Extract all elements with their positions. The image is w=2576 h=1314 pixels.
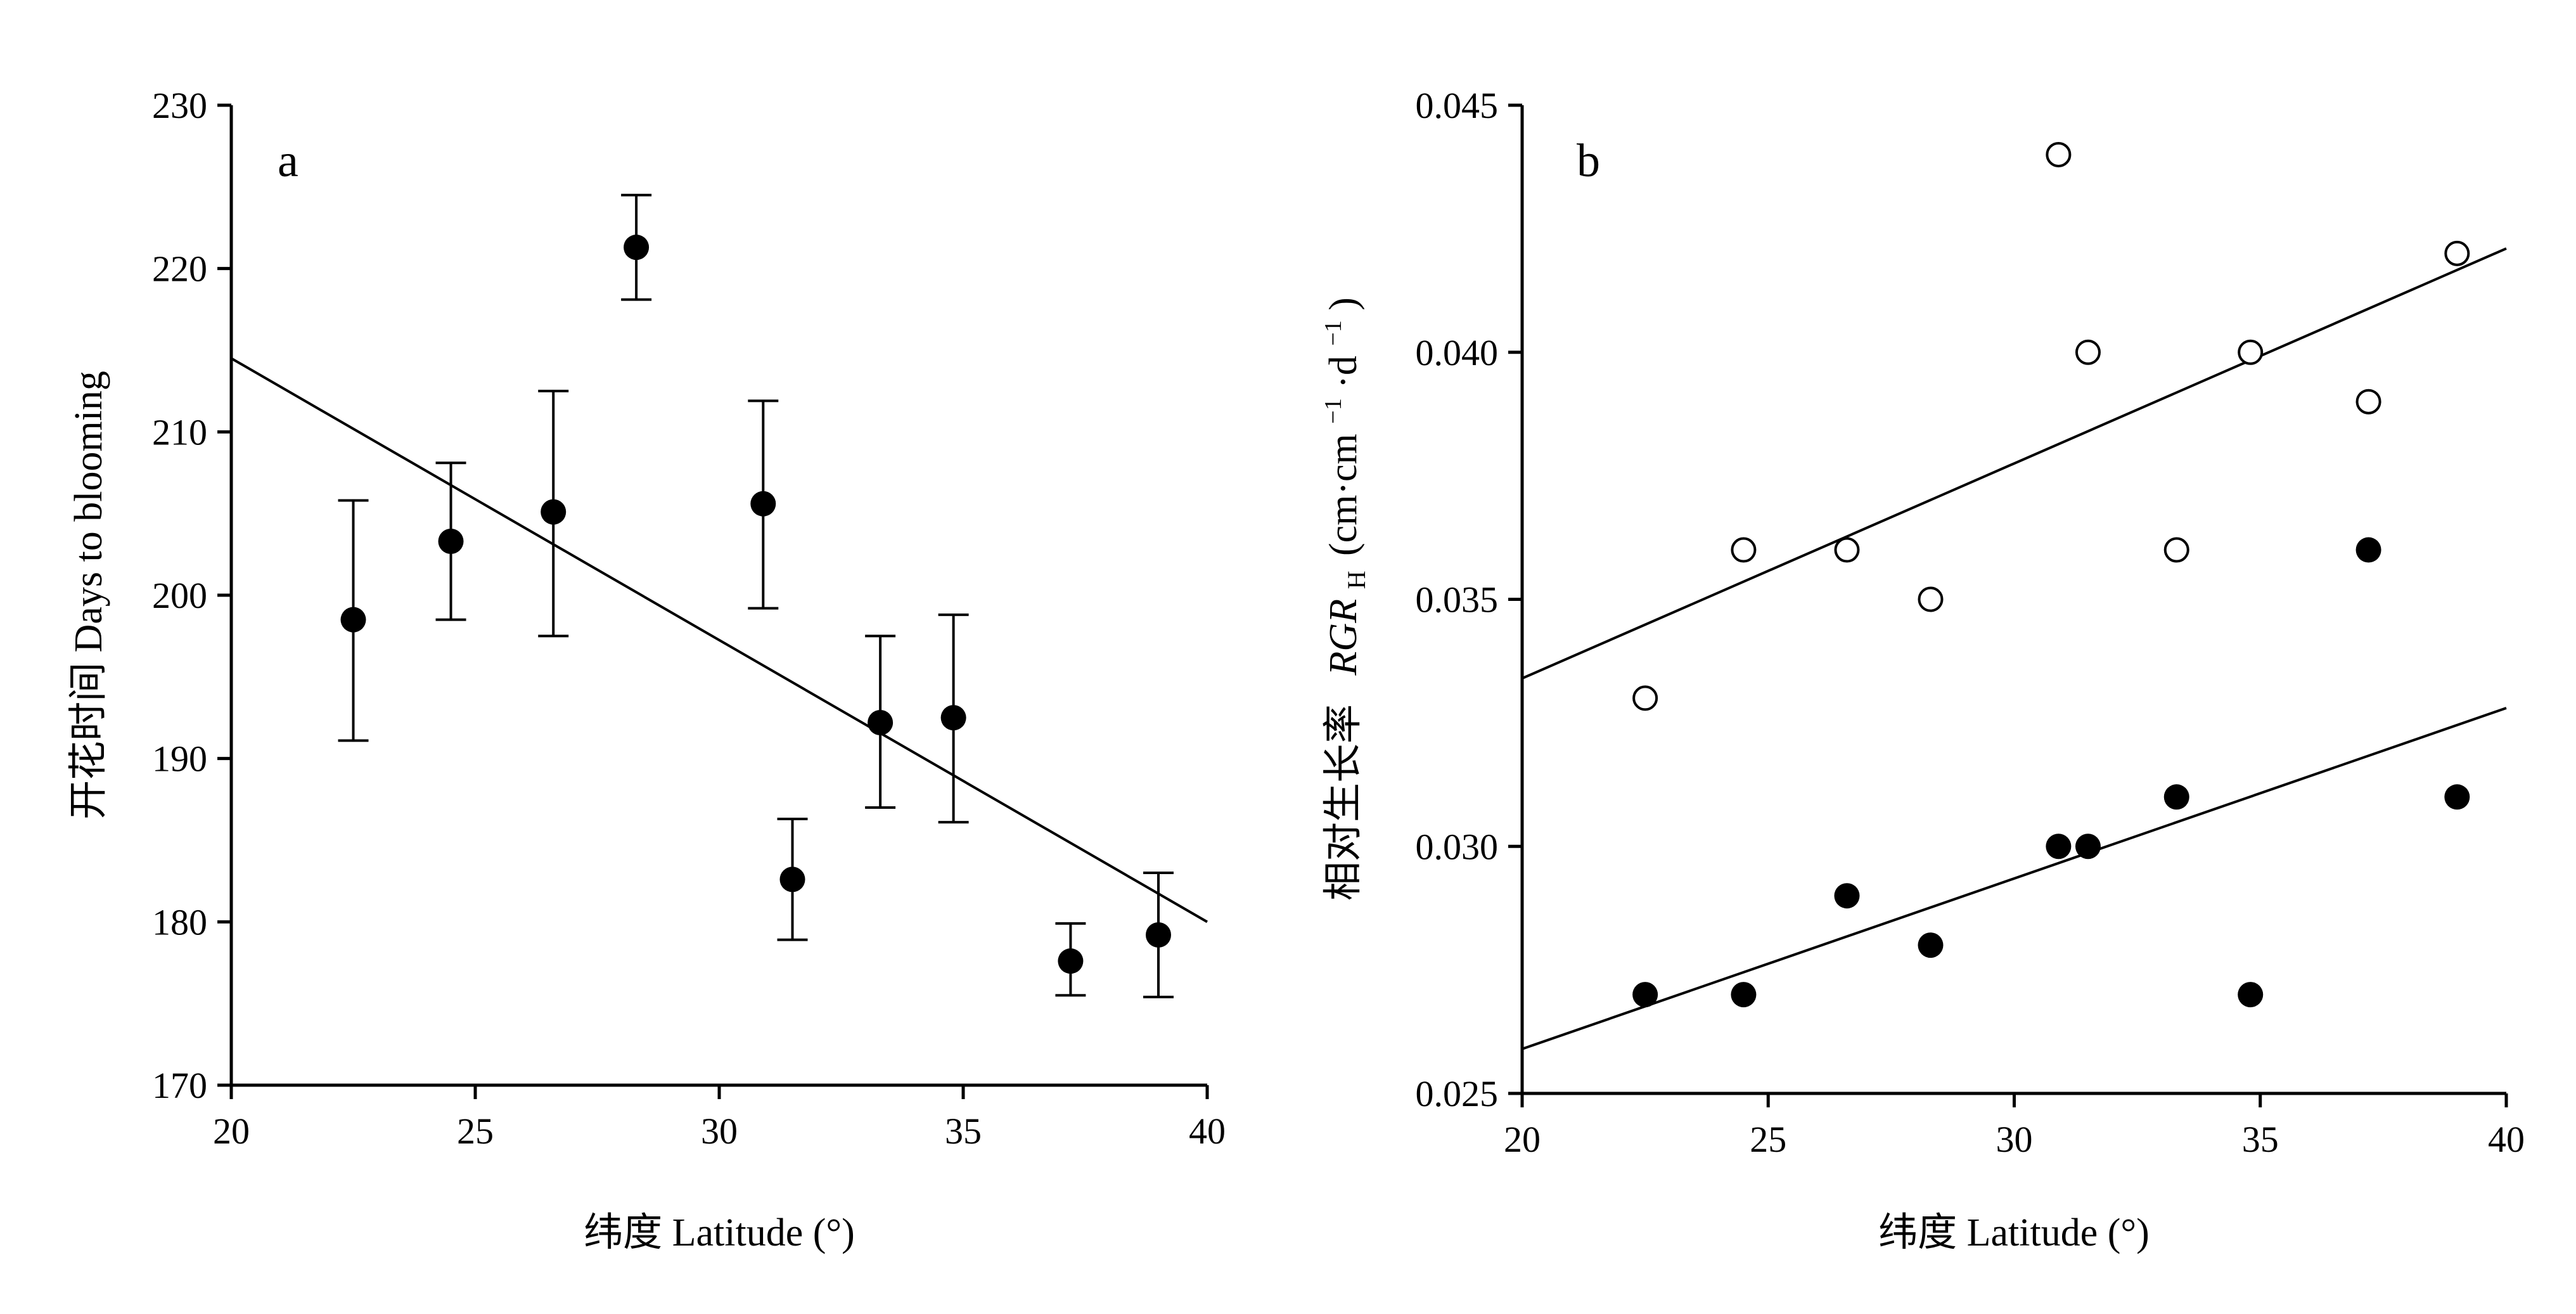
p0-y-tick-label: 170	[152, 1065, 207, 1106]
p0-filled-point	[750, 491, 776, 517]
p0-y-tick-label: 180	[152, 901, 207, 943]
p1-y-tick-label: 0.040	[1416, 332, 1499, 373]
p1-filled-point	[2238, 982, 2264, 1008]
p0-y-tick-label: 230	[152, 85, 207, 126]
p1-open-point	[2444, 240, 2470, 266]
panel-b-y-axis-title: 相对生长率 RGR H (cm·cm −1 ·d −1 )	[1307, 297, 1374, 901]
p1-open-point	[2238, 339, 2264, 365]
panel-b-ticks: 20 25 30 35 40 0.025 0.030 0.035 0.040 0.045	[1416, 85, 2525, 1160]
p0-y-tick-label: 200	[152, 575, 207, 616]
p0-filled-point	[541, 499, 567, 525]
chart-panel-b: 20 25 30 35 40 0.025 0.030 0.035 0.040 0.045 b 纬度…	[1307, 85, 2525, 1254]
p1-x-tick-label: 20	[1504, 1119, 1541, 1160]
p1-open-point	[2163, 537, 2189, 563]
p1-series0-fit-line	[1522, 247, 2507, 680]
p0-x-tick-label: 30	[701, 1111, 738, 1152]
p0-filled-point	[340, 607, 366, 633]
p0-filled-point	[779, 866, 805, 892]
p1-y-tick-label: 0.035	[1416, 579, 1499, 621]
p1-x-tick-label: 30	[1996, 1119, 2033, 1160]
p0-y-tick-label: 220	[152, 248, 207, 290]
panel-b-y-axis-title-unit-close: )	[1322, 297, 1365, 311]
p0-y-tick-label: 190	[152, 738, 207, 780]
panel-a-ticks: 20 25 30 35 40 170 180 190 200 210 220 230	[152, 85, 1226, 1152]
panel-a-x-axis-title: 纬度 Latitude (°)	[584, 1211, 855, 1254]
panel-a-label: a	[278, 135, 298, 187]
p1-filled-point	[2075, 834, 2101, 860]
p0-filled-point	[624, 235, 650, 261]
p1-filled-point	[1632, 982, 1658, 1008]
p1-open-point	[2075, 339, 2101, 365]
panel-b-y-axis-title-subscript: H	[1342, 571, 1371, 589]
panel-b-y-axis-title-chinese: 相对生长率	[1322, 704, 1365, 901]
panel-a-marks	[231, 193, 1208, 998]
p0-y-tick-label: 210	[152, 411, 207, 453]
p0-series0-fit-line	[231, 357, 1208, 924]
p1-filled-point	[1834, 883, 1860, 909]
panel-b-label: b	[1577, 135, 1600, 187]
panel-b-y-axis-title-sup2: −1	[1320, 320, 1347, 345]
p1-x-tick-label: 35	[2242, 1119, 2279, 1160]
panel-b-y-axis-title-unit-open: (cm·cm	[1322, 434, 1365, 556]
panel-b-marks	[1522, 141, 2507, 1050]
p0-x-tick-label: 20	[213, 1111, 250, 1152]
p1-filled-point	[2046, 834, 2072, 860]
p0-x-tick-label: 40	[1189, 1111, 1226, 1152]
p0-filled-point	[868, 709, 894, 735]
p1-open-point	[1731, 537, 1757, 563]
p1-y-tick-label: 0.025	[1416, 1073, 1499, 1114]
p1-series1-fit-line	[1522, 707, 2507, 1050]
p1-filled-point	[2163, 784, 2189, 810]
p1-open-point	[1834, 537, 1860, 563]
p0-filled-point	[438, 528, 464, 554]
panel-b-y-axis-title-sup1: −1	[1320, 398, 1347, 423]
panel-b-y-axis-title-symbol: RGR	[1322, 599, 1365, 676]
chart-panel-a: 20 25 30 35 40 170 180 190 200 210 220 230 a 纬度 Lat…	[67, 85, 1226, 1254]
panel-b-x-axis-title: 纬度 Latitude (°)	[1878, 1211, 2150, 1254]
p1-open-point	[1632, 685, 1658, 711]
p1-open-point	[2355, 389, 2381, 415]
p1-open-point	[2046, 141, 2072, 167]
p1-filled-point	[2355, 537, 2381, 563]
p1-filled-point	[1918, 932, 1944, 958]
p1-filled-point	[1731, 982, 1757, 1008]
p1-y-tick-label: 0.030	[1416, 826, 1499, 867]
p0-x-tick-label: 25	[457, 1111, 494, 1152]
p0-filled-point	[940, 705, 966, 731]
p1-x-tick-label: 40	[2488, 1119, 2525, 1160]
panel-b-y-axis-title-unit-mid: ·d	[1322, 356, 1365, 389]
p1-filled-point	[2444, 784, 2470, 810]
p0-filled-point	[1146, 922, 1171, 948]
p1-x-tick-label: 25	[1750, 1119, 1786, 1160]
p0-filled-point	[1058, 948, 1084, 974]
p1-open-point	[1918, 586, 1944, 612]
panel-a-y-axis-title: 开花时间 Days to blooming	[67, 371, 110, 820]
p1-y-tick-label: 0.045	[1416, 85, 1499, 126]
p0-x-tick-label: 35	[945, 1111, 982, 1152]
